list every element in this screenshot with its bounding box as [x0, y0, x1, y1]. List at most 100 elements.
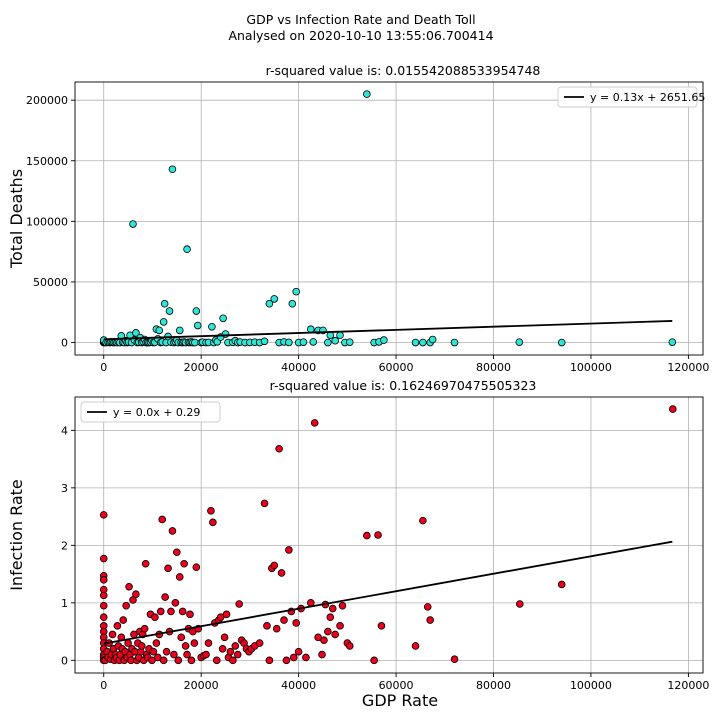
- data-point: [318, 650, 326, 659]
- data-point: [108, 630, 117, 639]
- data-point: [285, 338, 293, 347]
- data-point: [336, 331, 344, 340]
- data-point: [221, 330, 230, 338]
- data-point: [285, 546, 293, 554]
- data-point: [99, 601, 108, 610]
- x-tick-label: 0: [100, 361, 107, 374]
- data-point: [255, 639, 264, 647]
- data-point: [209, 518, 217, 527]
- data-point: [235, 600, 243, 608]
- data-point: [419, 338, 427, 347]
- infection-chart: 0 20000 40000 60000 80000 100000 120000 0 1 2 3 4 r-…: [7, 378, 709, 710]
- legend: y = 0.0x + 0.29: [80, 401, 221, 423]
- data-point: [260, 499, 269, 508]
- data-point: [180, 559, 188, 568]
- legend: y = 0.13x + 2651.65: [557, 86, 705, 108]
- data-point: [272, 624, 281, 633]
- figure-title: GDP vs Infection Rate and Death Toll: [246, 12, 475, 27]
- data-point: [557, 580, 566, 589]
- data-point: [156, 607, 165, 616]
- data-point: [99, 576, 108, 584]
- x-tick-label: 20000: [184, 679, 219, 692]
- data-point: [159, 318, 168, 326]
- subplot-title: r-squared value is: 0.16246970475505323: [270, 378, 537, 393]
- x-tick-label: 40000: [281, 361, 316, 374]
- data-point: [125, 582, 133, 591]
- data-point: [294, 647, 303, 656]
- data-point: [208, 322, 216, 331]
- data-point: [164, 564, 172, 573]
- data-point: [363, 90, 371, 98]
- data-point: [191, 338, 199, 347]
- data-point: [260, 337, 269, 346]
- data-point: [270, 295, 279, 303]
- y-tick-label: 150000: [26, 155, 68, 168]
- data-point: [171, 599, 180, 607]
- data-point: [411, 338, 420, 347]
- x-tick-label: 100000: [570, 361, 612, 374]
- data-point: [370, 656, 378, 665]
- plot-area: [75, 82, 703, 355]
- y-tick-label: 0: [61, 337, 68, 350]
- data-point: [220, 633, 229, 642]
- legend-box: [80, 401, 221, 423]
- data-point: [187, 656, 196, 665]
- data-point: [307, 325, 315, 333]
- deaths-chart: 0 20000 40000 60000 80000 100000 120000 0 50000 1…: [7, 63, 709, 374]
- plot-frame: [74, 81, 704, 356]
- x-tick-label: 40000: [281, 679, 316, 692]
- plot-frame: [74, 396, 704, 674]
- data-point: [450, 338, 459, 347]
- data-point: [177, 633, 186, 642]
- x-axis-label: GDP Rate: [362, 691, 438, 710]
- data-point: [265, 299, 274, 308]
- x-tick-label: 0: [100, 679, 107, 692]
- data-point: [202, 650, 210, 659]
- x-tick-label: 20000: [184, 361, 219, 374]
- data-point: [428, 335, 437, 344]
- data-point: [288, 299, 297, 308]
- data-point: [289, 653, 298, 662]
- y-tick-label: 1: [61, 597, 68, 610]
- data-point: [377, 622, 386, 630]
- data-point: [338, 601, 347, 610]
- data-point: [193, 321, 202, 330]
- data-point: [380, 336, 388, 344]
- data-point: [345, 642, 354, 650]
- data-point: [374, 531, 382, 539]
- data-point: [141, 559, 150, 568]
- y-tick-label: 3: [61, 482, 68, 495]
- y-tick-label: 0: [61, 654, 68, 667]
- data-point: [326, 613, 335, 622]
- data-point: [275, 444, 283, 453]
- x-tick-label: 80000: [476, 361, 511, 374]
- data-point: [99, 591, 108, 600]
- x-tick-label: 120000: [667, 679, 709, 692]
- data-point: [219, 314, 227, 323]
- data-point: [168, 165, 177, 174]
- data-point: [183, 245, 191, 254]
- data-point: [152, 639, 161, 647]
- data-point: [515, 338, 524, 346]
- data-point: [99, 511, 108, 519]
- data-point: [140, 624, 149, 633]
- figure-subtitle: Analysed on 2020-10-10 13:55:06.700414: [228, 28, 493, 43]
- data-point: [165, 307, 174, 315]
- data-point: [160, 299, 169, 308]
- data-point: [411, 642, 420, 650]
- data-point: [270, 561, 279, 570]
- data-point: [132, 329, 140, 337]
- data-point: [155, 326, 164, 335]
- data-point: [299, 338, 308, 346]
- data-point: [516, 600, 524, 608]
- data-point: [423, 603, 432, 611]
- x-tick-label: 60000: [379, 361, 414, 374]
- x-tick-label: 80000: [476, 679, 511, 692]
- data-point: [310, 419, 319, 427]
- data-point: [668, 338, 677, 346]
- data-point: [292, 619, 300, 627]
- data-point: [280, 616, 288, 624]
- x-tick-label: 60000: [379, 679, 414, 692]
- data-point: [668, 405, 677, 413]
